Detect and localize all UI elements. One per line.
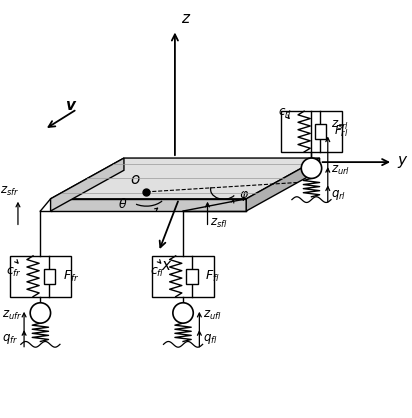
Bar [186,268,198,284]
Text: $\boldsymbol{v}$: $\boldsymbol{v}$ [65,98,77,113]
Text: $z$: $z$ [181,10,191,25]
Text: $o$: $o$ [130,172,140,187]
Bar [281,111,342,152]
Bar [315,124,326,139]
Text: $z_{url}$: $z_{url}$ [331,164,350,177]
Polygon shape [51,158,124,211]
Text: $y$: $y$ [397,154,409,170]
Text: $q_{fl}$: $q_{fl}$ [203,332,217,347]
Text: $q_{rl}$: $q_{rl}$ [331,188,346,202]
Text: $x$: $x$ [161,258,172,273]
Circle shape [301,158,322,178]
Circle shape [30,303,51,323]
Text: $c_{rl}$: $c_{rl}$ [278,107,292,120]
Polygon shape [51,199,246,211]
Text: $q_{fr}$: $q_{fr}$ [2,332,18,347]
Text: $F_{fl}$: $F_{fl}$ [206,269,220,284]
Bar [44,268,55,284]
Text: $\theta$: $\theta$ [118,197,127,211]
Text: $z_{ufr}$: $z_{ufr}$ [2,308,22,321]
Text: $F_{rl}$: $F_{rl}$ [334,124,348,139]
Text: $z_{ufl}$: $z_{ufl}$ [203,308,221,321]
Text: $F_{fr}$: $F_{fr}$ [63,269,79,284]
Polygon shape [246,158,320,211]
Text: $z_{srl}$: $z_{srl}$ [331,118,349,132]
Text: $c_{fr}$: $c_{fr}$ [6,265,22,279]
Text: $c_{fl}$: $c_{fl}$ [150,265,165,279]
Text: $\varphi$: $\varphi$ [239,189,249,204]
Circle shape [173,303,193,323]
Bar [152,256,214,297]
Bar [10,256,71,297]
Polygon shape [51,158,320,199]
Text: $z_{sfl}$: $z_{sfl}$ [210,217,227,230]
Text: $z_{sfr}$: $z_{sfr}$ [0,185,20,198]
